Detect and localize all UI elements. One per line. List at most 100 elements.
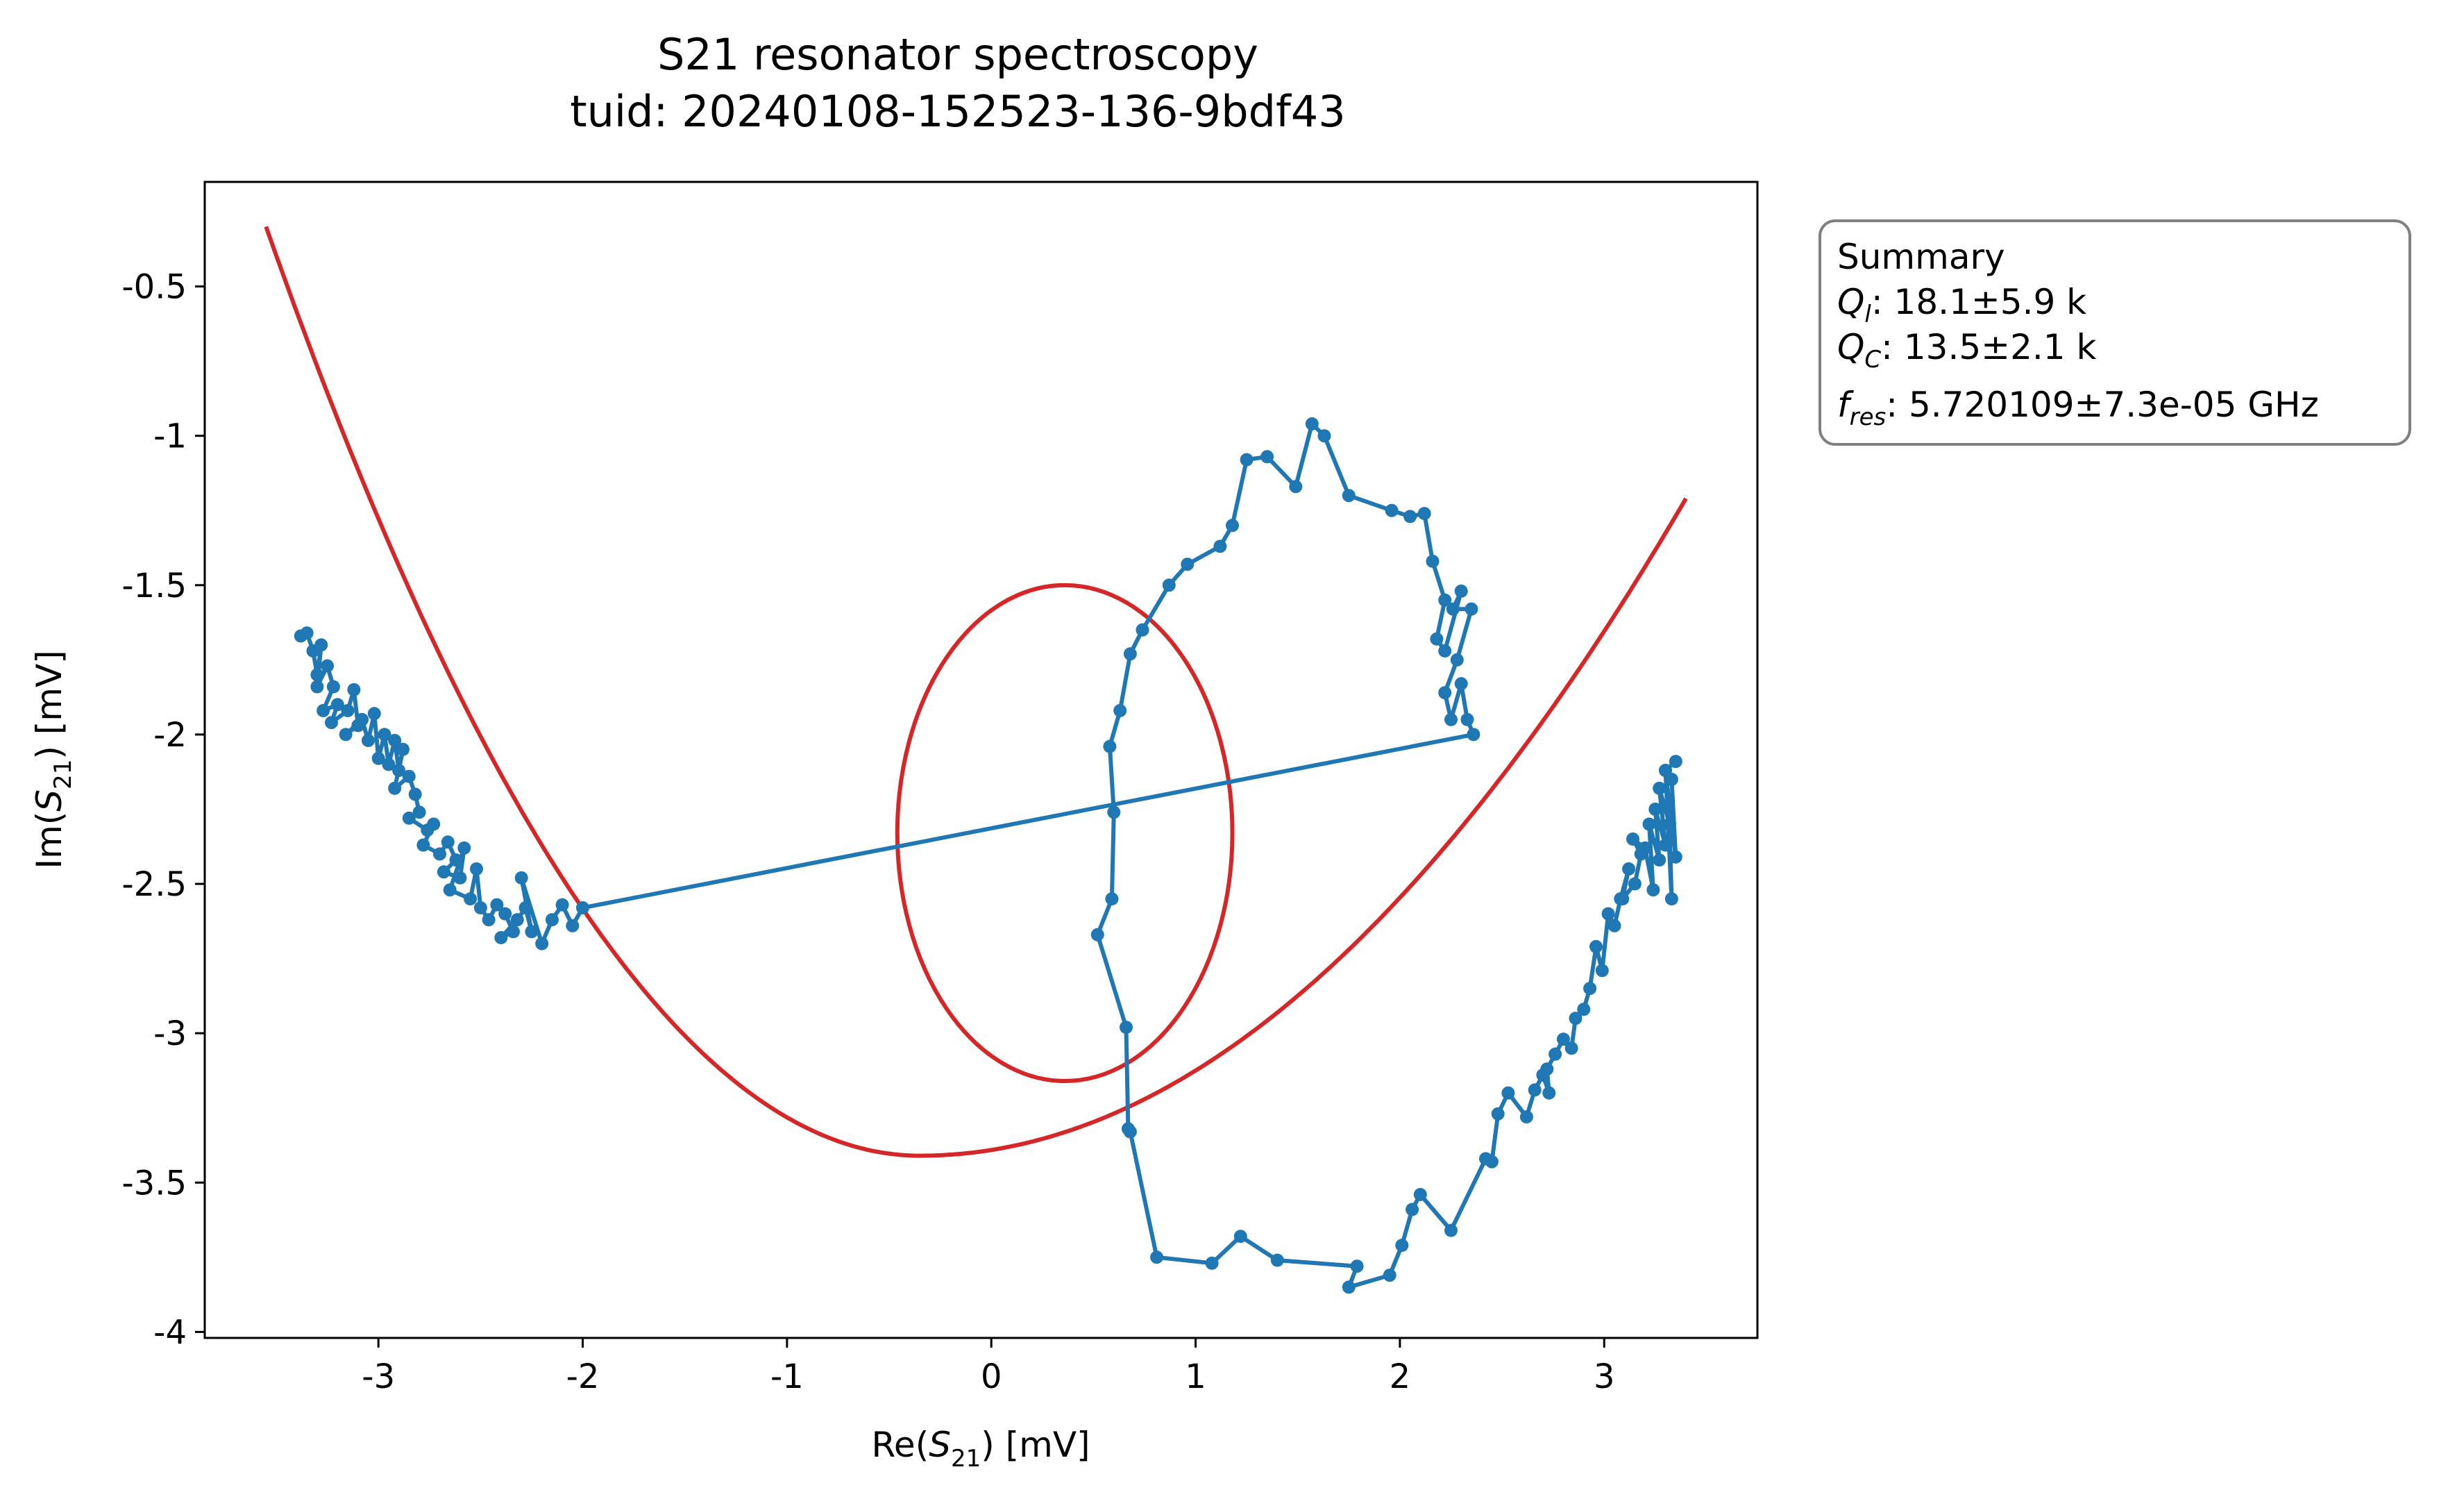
data-point xyxy=(1403,510,1417,524)
data-point xyxy=(1205,1256,1219,1270)
data-point xyxy=(1444,1223,1458,1237)
data-point xyxy=(1438,593,1452,607)
summary-line-fres: fres: 5.720109±7.3e-05 GHz xyxy=(1837,385,2319,431)
data-point xyxy=(1438,644,1452,658)
data-point xyxy=(1642,817,1656,831)
data-point xyxy=(341,704,355,717)
data-point xyxy=(1638,841,1652,855)
data-point xyxy=(339,728,353,742)
data-point xyxy=(326,680,340,694)
data-point xyxy=(1662,817,1676,831)
data-point xyxy=(1136,623,1149,637)
data-point xyxy=(518,901,532,914)
data-point xyxy=(1607,919,1621,932)
y-axis-ticks: -0.5 -1 -1.5 -2 -2.5 -3 -3.5 -4 xyxy=(121,268,205,1352)
y-tick-label: -3.5 xyxy=(121,1164,187,1203)
data-point xyxy=(1540,1062,1554,1076)
data-point xyxy=(482,913,496,927)
x-axis-ticks: -3 -2 -1 0 1 2 3 xyxy=(362,1338,1615,1396)
data-point xyxy=(1549,1047,1562,1061)
data-point xyxy=(433,847,446,861)
y-tick-label: -1 xyxy=(153,417,187,456)
data-point xyxy=(1260,450,1274,464)
data-point xyxy=(402,811,416,825)
x-tick-label: -3 xyxy=(362,1357,395,1396)
data-point xyxy=(510,913,524,927)
data-point xyxy=(470,862,483,876)
x-tick-label: 0 xyxy=(981,1357,1002,1396)
data-point xyxy=(408,787,422,801)
data-point xyxy=(1454,677,1468,691)
data-point xyxy=(1162,578,1176,592)
plot-area xyxy=(203,181,1759,1339)
data-point xyxy=(1467,728,1480,742)
data-point xyxy=(310,668,324,682)
data-point xyxy=(1601,907,1615,921)
data-point xyxy=(355,712,369,726)
data-point xyxy=(1626,832,1639,846)
data-point xyxy=(1556,1032,1570,1046)
data-point xyxy=(545,913,559,927)
fit-curve-layer xyxy=(264,226,1688,1158)
y-tick-label: -2 xyxy=(153,716,187,755)
data-point xyxy=(1240,453,1254,467)
data-point xyxy=(1569,1012,1583,1025)
data-point xyxy=(392,764,406,778)
data-point xyxy=(1406,1203,1419,1216)
data-point xyxy=(371,751,385,765)
data-point xyxy=(1519,1110,1533,1124)
data-point xyxy=(1150,1250,1164,1264)
x-tick-label: -1 xyxy=(770,1357,804,1396)
x-axis-label: Re(S21) [mV] xyxy=(871,1425,1090,1473)
data-point xyxy=(1395,1239,1409,1253)
data-point xyxy=(535,937,549,951)
summary-box-frame xyxy=(1819,219,2411,446)
y-axis-label: Im(S21) [mV] xyxy=(29,650,77,869)
data-point xyxy=(1430,632,1444,646)
data-point xyxy=(1485,1155,1499,1169)
data-point xyxy=(367,707,381,721)
data-point xyxy=(507,925,520,939)
data-point xyxy=(1669,850,1682,864)
data-point xyxy=(1213,539,1227,553)
chart-title: S21 resonator spectroscopy xyxy=(657,29,1258,80)
data-point xyxy=(1113,704,1127,717)
fit-circle xyxy=(895,583,1235,1083)
y-tick-label: -2.5 xyxy=(121,865,187,904)
x-tick-label: 2 xyxy=(1390,1357,1411,1396)
data-point xyxy=(1669,755,1682,769)
data-point xyxy=(498,907,512,921)
data-point xyxy=(576,901,589,914)
data-point xyxy=(1583,982,1597,996)
chart-subtitle: tuid: 20240108-152523-136-9bdf43 xyxy=(570,86,1345,137)
data-point xyxy=(1465,602,1478,616)
data-point xyxy=(1181,558,1195,571)
data-point xyxy=(1438,686,1452,700)
summary-heading: Summary xyxy=(1837,237,2005,277)
data-point xyxy=(382,757,396,771)
summary-line-ql: Ql: 18.1±5.9 k xyxy=(1837,282,2086,328)
data-point xyxy=(566,919,580,932)
data-point xyxy=(473,901,487,914)
data-point xyxy=(310,680,324,694)
data-point xyxy=(1491,1107,1505,1121)
data-point xyxy=(1501,1086,1515,1100)
data-point xyxy=(1577,1003,1591,1016)
data-point xyxy=(449,853,463,867)
y-tick-label: -0.5 xyxy=(121,268,187,307)
data-point xyxy=(1444,712,1458,726)
data-point xyxy=(464,892,478,906)
data-point xyxy=(1622,862,1636,876)
data-point xyxy=(412,805,426,819)
data-point xyxy=(1426,554,1440,568)
data-point xyxy=(525,925,539,939)
summary-line-qc: QC: 13.5±2.1 k xyxy=(1837,327,2096,374)
data-point xyxy=(453,871,467,885)
data-point xyxy=(1289,480,1303,494)
data-point xyxy=(490,898,504,912)
data-point xyxy=(1385,503,1399,517)
data-point xyxy=(416,838,430,852)
data-point xyxy=(1413,1188,1427,1201)
data-series-layer xyxy=(294,417,1682,1294)
data-point xyxy=(443,883,457,897)
